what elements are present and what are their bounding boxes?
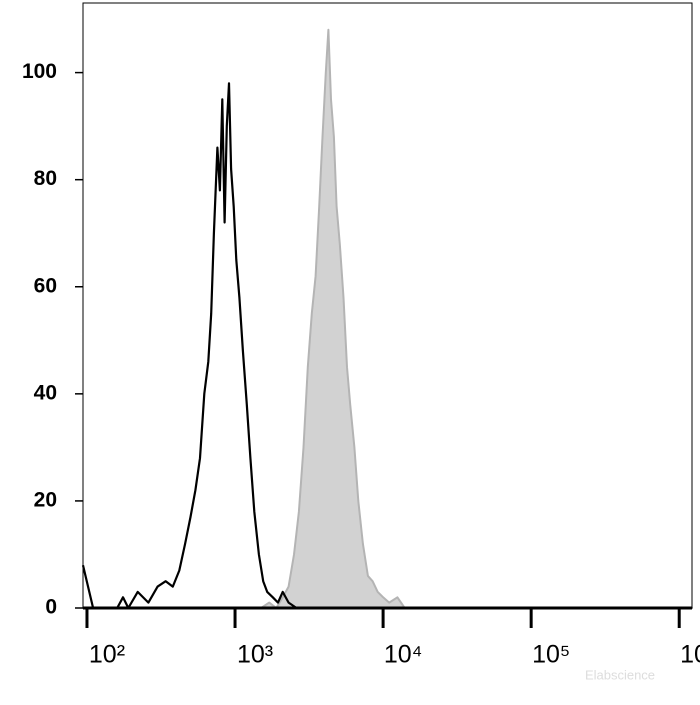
x-tick-label: 10⁶	[680, 641, 700, 669]
y-tick-label: 100	[22, 60, 57, 83]
plot-frame	[82, 2, 693, 609]
y-tick-label: 60	[34, 274, 57, 297]
x-tick-label: 10⁴	[384, 641, 423, 669]
histogram-area	[82, 28, 693, 609]
x-tick-label: 10³	[237, 641, 273, 669]
x-tick-label: 10⁵	[532, 641, 570, 669]
y-tick-label: 20	[34, 488, 57, 511]
y-tick-label: 40	[34, 381, 57, 404]
x-tick-label: 10²	[89, 641, 125, 669]
histogram-line	[81, 82, 692, 610]
y-tick-label: 0	[45, 596, 57, 619]
watermark: Elabscience	[585, 667, 655, 682]
y-tick-label: 80	[34, 167, 57, 190]
